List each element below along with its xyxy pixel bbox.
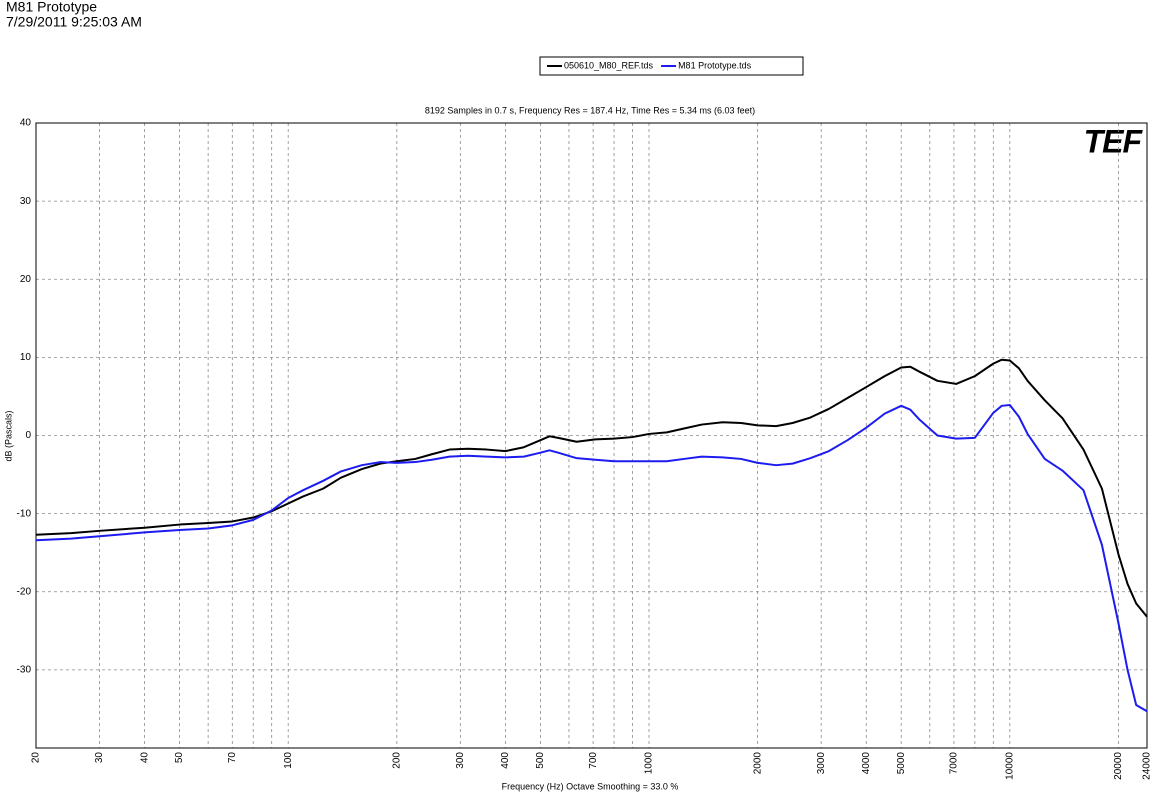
x-tick-label: 5000 bbox=[896, 752, 907, 775]
x-tick-label: 2000 bbox=[752, 752, 763, 775]
x-tick-label: 30 bbox=[94, 752, 105, 764]
x-tick-label: 1000 bbox=[644, 752, 655, 775]
y-tick-label: 10 bbox=[20, 352, 32, 363]
x-tick-label: 200 bbox=[391, 752, 402, 769]
y-tick-label: -20 bbox=[17, 586, 32, 597]
chart-title: 8192 Samples in 0.7 s, Frequency Res = 1… bbox=[425, 105, 755, 115]
x-tick-label: 4000 bbox=[861, 752, 872, 775]
y-tick-label: -30 bbox=[17, 665, 32, 676]
x-tick-label: 100 bbox=[283, 752, 294, 769]
plot-frame bbox=[35, 122, 1148, 749]
y-tick-label: -10 bbox=[17, 508, 32, 519]
y-tick-label: 0 bbox=[25, 430, 31, 441]
x-tick-label: 3000 bbox=[816, 752, 827, 775]
data-line bbox=[35, 404, 1148, 713]
x-tick-label: 40 bbox=[139, 752, 150, 764]
legend-label: 050610_M80_REF.tds bbox=[564, 60, 654, 70]
header-timestamp: 7/29/2011 9:25:03 AM bbox=[6, 14, 142, 30]
x-tick-label: 300 bbox=[455, 752, 466, 769]
y-tick-label: 20 bbox=[20, 274, 32, 285]
x-tick-label: 50 bbox=[174, 752, 185, 764]
x-tick-label: 700 bbox=[588, 752, 599, 769]
x-tick-label: 70 bbox=[227, 752, 238, 764]
x-tick-label: 500 bbox=[535, 752, 546, 769]
logo: TEF bbox=[1084, 123, 1144, 159]
data-line bbox=[35, 358, 1148, 618]
x-tick-label: 20 bbox=[31, 752, 42, 764]
legend-label: M81 Prototype.tds bbox=[678, 60, 752, 70]
x-tick-label: 20000 bbox=[1113, 752, 1124, 780]
x-tick-label: 24000 bbox=[1142, 752, 1153, 780]
x-tick-label: 10000 bbox=[1004, 752, 1015, 780]
x-tick-label: 400 bbox=[500, 752, 511, 769]
header-title: M81 Prototype bbox=[6, 0, 97, 15]
x-tick-label: 7000 bbox=[949, 752, 960, 775]
y-tick-label: 40 bbox=[20, 118, 32, 129]
legend: 050610_M80_REF.tds M81 Prototype.tds bbox=[547, 60, 752, 70]
y-tick-label: 30 bbox=[20, 196, 32, 207]
x-axis-label: Frequency (Hz) Octave Smoothing = 33.0 % bbox=[502, 781, 679, 791]
y-axis-label: dB (Pascals) bbox=[3, 410, 13, 461]
